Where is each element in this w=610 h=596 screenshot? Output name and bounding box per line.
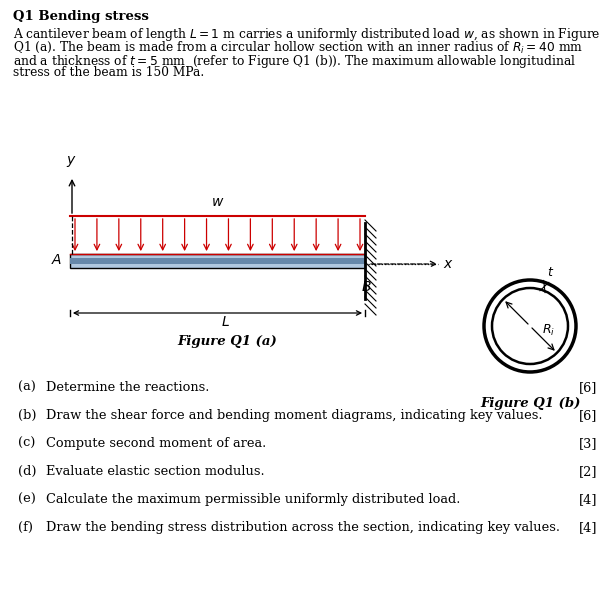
Text: $t$: $t$ [547,266,554,278]
Text: Calculate the maximum permissible uniformly distributed load.: Calculate the maximum permissible unifor… [46,493,461,506]
Text: (e): (e) [18,493,36,506]
Text: [4]: [4] [578,493,597,506]
Text: and a thickness of $t = 5$ mm  (refer to Figure Q1 (b)). The maximum allowable l: and a thickness of $t = 5$ mm (refer to … [13,53,576,70]
Text: [3]: [3] [578,437,597,450]
Text: Q1 (a). The beam is made from a circular hollow section with an inner radius of : Q1 (a). The beam is made from a circular… [13,39,583,55]
Text: $y$: $y$ [66,154,76,169]
Bar [70,258,365,264]
Text: [4]: [4] [578,521,597,534]
Text: $L$: $L$ [221,315,230,329]
Text: $A$: $A$ [51,253,62,267]
Text: $R_i$: $R_i$ [542,322,555,337]
Text: Figure Q1 (b): Figure Q1 (b) [480,397,580,410]
Text: Draw the shear force and bending moment diagrams, indicating key values.: Draw the shear force and bending moment … [46,409,542,422]
Text: (b): (b) [18,409,37,422]
Text: Q1 Bending stress: Q1 Bending stress [13,10,149,23]
Text: Figure Q1 (a): Figure Q1 (a) [178,335,278,348]
Text: Compute second moment of area.: Compute second moment of area. [46,437,266,450]
Text: [6]: [6] [579,381,597,394]
Text: Draw the bending stress distribution across the section, indicating key values.: Draw the bending stress distribution acr… [46,521,560,534]
Text: Determine the reactions.: Determine the reactions. [46,381,209,394]
Text: $B$: $B$ [361,280,371,294]
Bar [70,254,365,268]
Text: [6]: [6] [579,409,597,422]
Text: (a): (a) [18,381,36,394]
Text: A cantilever beam of length $L = 1$ m carries a uniformly distributed load $w$, : A cantilever beam of length $L = 1$ m ca… [13,26,601,43]
Text: (c): (c) [18,437,35,450]
Text: $x$: $x$ [443,257,454,271]
Text: $w$: $w$ [211,195,224,209]
Text: (d): (d) [18,465,37,478]
Text: [2]: [2] [578,465,597,478]
Text: stress of the beam is 150 MPa.: stress of the beam is 150 MPa. [13,67,204,79]
Text: (f): (f) [18,521,33,534]
Text: Evaluate elastic section modulus.: Evaluate elastic section modulus. [46,465,265,478]
